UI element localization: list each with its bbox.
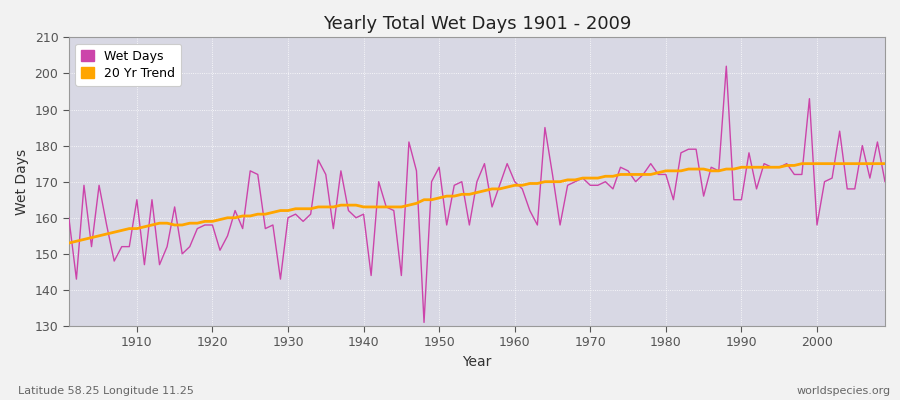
Text: worldspecies.org: worldspecies.org	[796, 386, 891, 396]
Legend: Wet Days, 20 Yr Trend: Wet Days, 20 Yr Trend	[75, 44, 181, 86]
Y-axis label: Wet Days: Wet Days	[15, 149, 29, 215]
X-axis label: Year: Year	[463, 355, 491, 369]
Title: Yearly Total Wet Days 1901 - 2009: Yearly Total Wet Days 1901 - 2009	[323, 15, 631, 33]
Text: Latitude 58.25 Longitude 11.25: Latitude 58.25 Longitude 11.25	[18, 386, 194, 396]
